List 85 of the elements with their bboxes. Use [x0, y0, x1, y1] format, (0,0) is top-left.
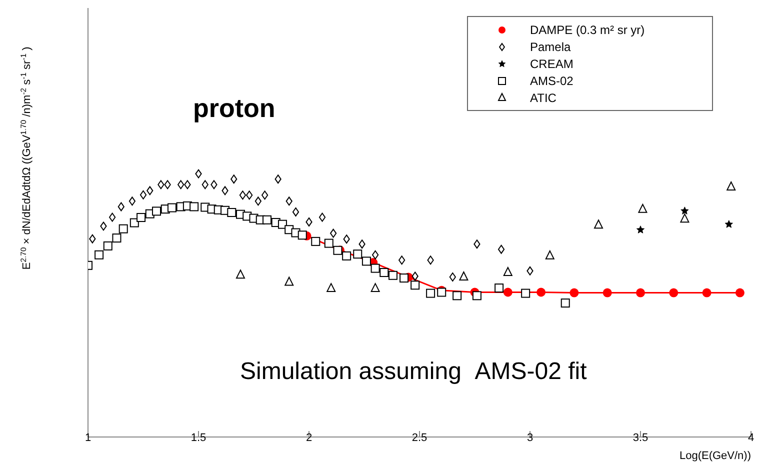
point: [560, 298, 570, 308]
point: [222, 186, 228, 196]
point: [680, 206, 689, 214]
legend-label: DAMPE (0.3 m² sr yr): [530, 22, 645, 36]
point: [274, 174, 282, 184]
point: [318, 212, 326, 222]
point: [140, 190, 147, 200]
point: [400, 274, 409, 283]
x-axis-title: Log(E(GeV/n)): [679, 450, 751, 462]
point: [452, 291, 462, 300]
point: [324, 238, 334, 248]
point: [94, 250, 104, 260]
point: [474, 240, 480, 249]
point: [109, 212, 116, 222]
point: [210, 180, 218, 190]
point: [343, 234, 350, 244]
point: [262, 215, 272, 224]
point: [146, 186, 154, 196]
point: [167, 203, 176, 212]
point: [292, 207, 300, 216]
point: [286, 196, 292, 206]
point: [669, 288, 678, 298]
point: [128, 196, 136, 206]
point: [239, 190, 246, 200]
point: [178, 180, 184, 190]
point: [412, 272, 418, 281]
point: [164, 180, 171, 190]
point: [298, 230, 307, 240]
point: [311, 236, 320, 246]
point: [230, 174, 238, 184]
point: [112, 234, 122, 243]
point: [246, 190, 253, 200]
point: [342, 251, 352, 260]
legend-label: ATIC: [530, 90, 556, 104]
point: [184, 180, 191, 190]
point: [100, 222, 107, 231]
point: [330, 228, 337, 238]
point: [118, 224, 128, 234]
point: [398, 256, 406, 265]
x-tick-label: 4: [748, 432, 754, 444]
point: [118, 202, 124, 212]
x-tick-label: 3: [526, 432, 534, 444]
point: [306, 217, 312, 226]
point: [570, 288, 579, 298]
point: [158, 180, 164, 190]
legend-label: CREAM: [530, 56, 574, 70]
point: [472, 291, 482, 300]
point: [503, 288, 512, 297]
point: [202, 180, 208, 190]
point: [254, 196, 262, 206]
x-tick-label: 2.5: [412, 432, 428, 444]
legend-label: Pamela: [530, 40, 571, 54]
point: [152, 206, 162, 216]
legend-label: AMS-02: [530, 74, 574, 88]
text: proton: [193, 93, 276, 124]
point: [636, 288, 645, 298]
point: [426, 288, 436, 298]
annotation: Simulation assuming AMS-02 fit: [240, 358, 587, 386]
point: [358, 240, 366, 249]
point: [362, 256, 371, 266]
point: [526, 266, 534, 276]
point: [89, 234, 96, 244]
point: [103, 241, 112, 250]
point: [262, 190, 268, 200]
x-tick-label: 1.5: [190, 432, 206, 444]
point: [494, 284, 504, 293]
point: [353, 250, 362, 259]
point: [602, 288, 612, 298]
point: [410, 280, 420, 290]
point: [190, 202, 199, 212]
point: [449, 272, 456, 282]
point: [370, 264, 380, 273]
point: [735, 288, 744, 298]
point: [702, 288, 712, 298]
point: [521, 288, 530, 298]
point: [498, 244, 505, 254]
x-tick-label: 2: [306, 432, 312, 444]
point: [636, 226, 645, 234]
point: [372, 250, 379, 260]
point: [195, 169, 202, 178]
point: [724, 220, 733, 228]
x-tick-label: 1: [84, 432, 92, 444]
point: [536, 288, 546, 297]
x-tick-label: 3.5: [632, 432, 648, 444]
point: [427, 256, 434, 265]
